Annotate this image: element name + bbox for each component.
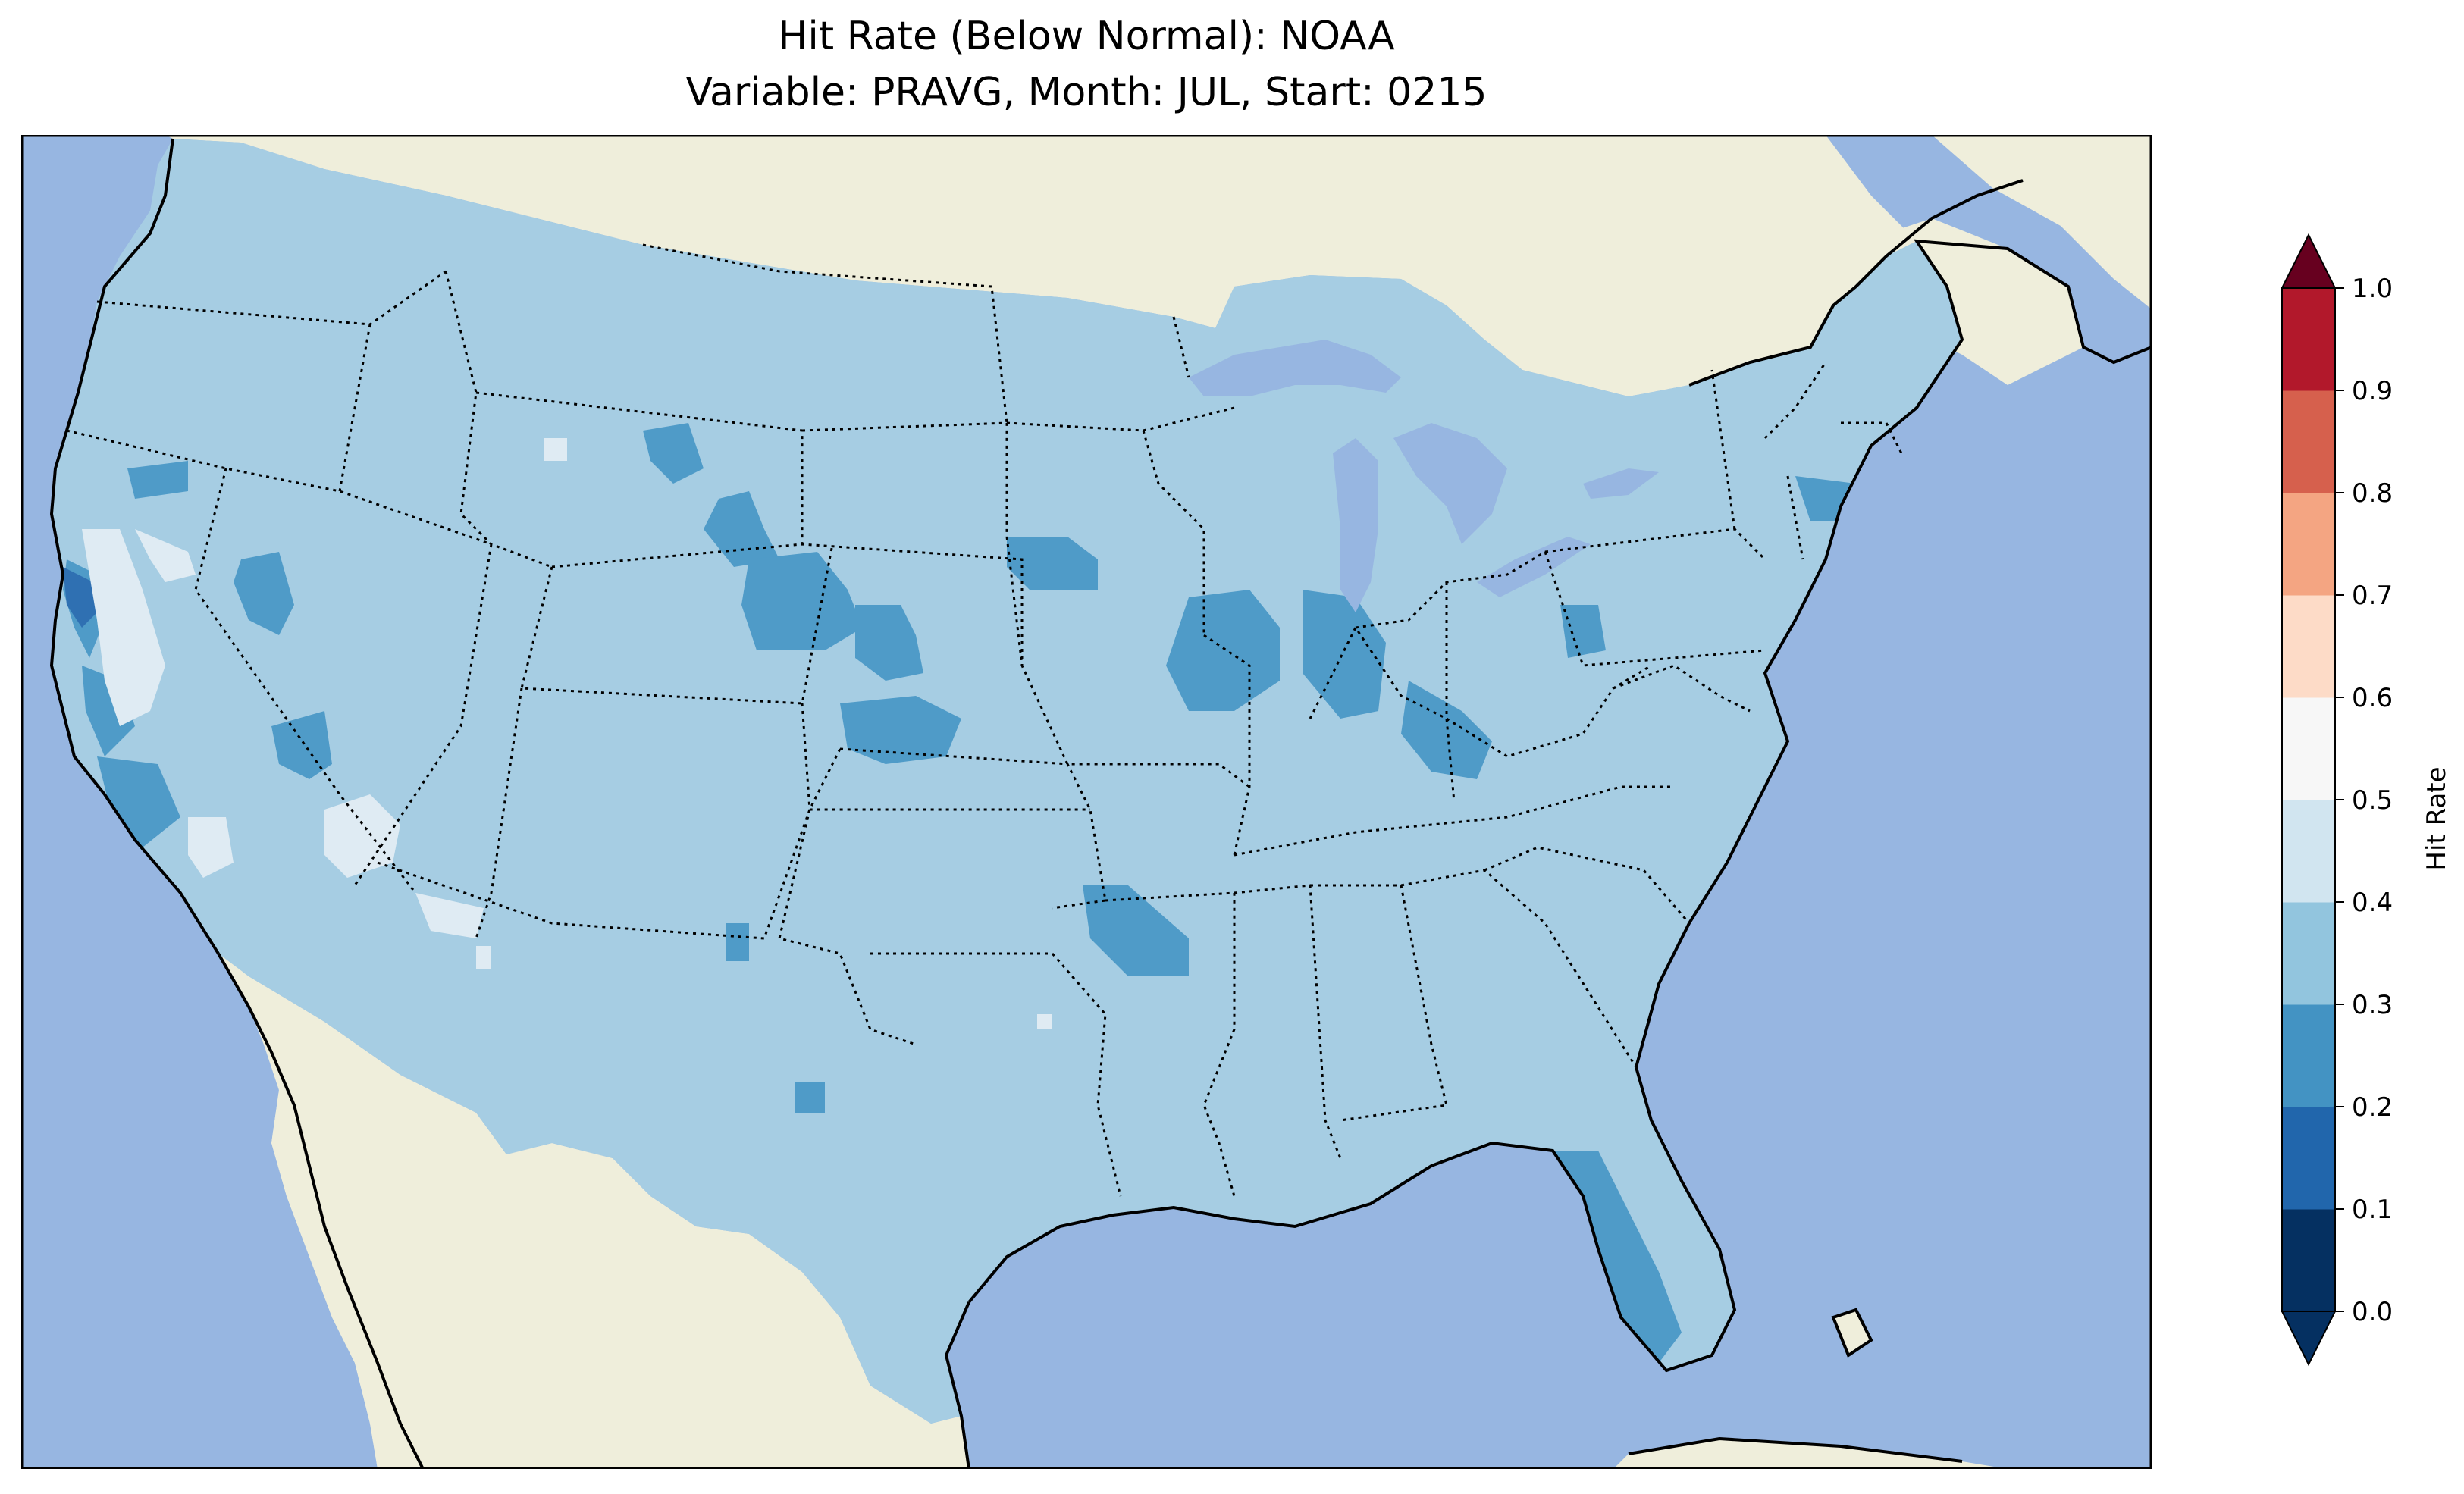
colorbar-tick-label: 0.9 — [2352, 376, 2393, 406]
colorbar-bin — [2282, 1004, 2335, 1107]
us-field-base — [52, 139, 1962, 1424]
colorbar-tick-label: 0.0 — [2352, 1297, 2393, 1327]
lake-ontario — [1583, 468, 1659, 499]
hit-rate-patch-higher — [1037, 1014, 1052, 1029]
map-title: Hit Rate (Below Normal): NOAA — [778, 14, 1395, 59]
colorbar-bins — [2281, 233, 2337, 1367]
texas-coast — [944, 1301, 970, 1469]
map-subtitle: Variable: PRAVG, Month: JUL, Start: 0215 — [685, 70, 1487, 115]
colorbar-bin — [2282, 800, 2335, 903]
lake-huron — [1393, 423, 1507, 544]
hit-rate-patch-lower — [234, 552, 294, 635]
colorbar: 0.0 0.1 0.2 0.3 0.4 0.5 0.6 0.7 0.8 0.9 1.0 Hit Ra… — [2281, 233, 2452, 1367]
colorbar-label: Hit Rate — [2422, 766, 2452, 870]
hit-rate-patch-lower — [840, 696, 961, 764]
lake-erie — [1477, 537, 1591, 597]
east-coast — [1635, 239, 2152, 1068]
hit-rate-patch-lower — [1083, 885, 1189, 976]
hit-rate-patch-higher — [544, 438, 567, 461]
colorbar-over-arrow — [2281, 233, 2337, 289]
baja-coast — [217, 953, 425, 1469]
hit-rate-patch-lower — [1166, 590, 1280, 711]
hit-rate-patch-lowest — [63, 567, 97, 628]
hit-rate-patch-lower — [704, 491, 779, 567]
colorbar-bin — [2282, 1209, 2335, 1312]
conus-map — [21, 135, 2152, 1469]
hit-rate-patch-lower — [795, 1082, 825, 1113]
colorbar-bin — [2282, 595, 2335, 698]
canada-land-south — [165, 135, 1917, 396]
st-lawrence — [1688, 179, 2024, 387]
hit-rate-patch-lower — [127, 461, 188, 499]
hit-rate-patch-higher — [188, 817, 234, 878]
hit-rate-patch-higher — [476, 946, 491, 969]
hit-rate-patch-lower — [741, 552, 863, 650]
hit-rate-patch-lower — [726, 923, 749, 961]
hit-rate-patch-lower — [855, 605, 923, 681]
colorbar-bin — [2282, 390, 2335, 493]
lake-superior — [1189, 340, 1401, 396]
colorbar-tick-label: 0.7 — [2352, 581, 2393, 611]
colorbar-bin — [2282, 1107, 2335, 1210]
colorbar-tick-label: 1.0 — [2352, 274, 2393, 304]
hit-rate-patch-higher — [135, 529, 196, 582]
colorbar-tick-label: 0.2 — [2352, 1092, 2393, 1123]
hit-rate-patch-higher — [324, 794, 400, 878]
colorbar-tick-label: 0.8 — [2352, 478, 2393, 509]
hit-rate-patch-lower — [1007, 537, 1098, 590]
colorbar-bin — [2282, 697, 2335, 800]
colorbar-under-arrow — [2281, 1311, 2337, 1367]
hit-rate-patch-lower — [643, 423, 704, 484]
hit-rate-patch-lower — [1303, 590, 1386, 719]
great-lakes — [1189, 340, 1659, 612]
hit-rate-patch-lower — [1560, 605, 1606, 658]
colorbar-bin — [2282, 288, 2335, 391]
bahamas-coast — [1831, 1308, 1873, 1358]
cuba-coast — [1628, 1436, 1963, 1463]
colorbar-bin — [2282, 493, 2335, 596]
colorbar-ticks: 0.0 0.1 0.2 0.3 0.4 0.5 0.6 0.7 0.8 0.9 1.0 — [2335, 274, 2393, 1327]
cuba-land — [1613, 1439, 2008, 1469]
colorbar-tick-label: 0.4 — [2352, 888, 2393, 918]
state-borders — [66, 243, 1903, 1197]
mexico-land — [218, 954, 969, 1469]
hit-rate-field — [52, 139, 1962, 1424]
coastlines — [49, 138, 2152, 1469]
hit-rate-patch-lower — [1401, 681, 1492, 779]
hit-rate-patch-lower — [97, 756, 180, 847]
gulf-coast — [967, 1066, 1737, 1373]
map-frame — [21, 135, 2152, 1469]
hit-rate-patch-higher — [415, 893, 484, 938]
west-coast — [49, 138, 220, 955]
hit-rate-patch-higher — [82, 529, 165, 726]
colorbar-bin — [2282, 902, 2335, 1005]
colorbar-tick-label: 0.5 — [2352, 785, 2393, 816]
colorbar-tick-label: 0.3 — [2352, 990, 2393, 1020]
colorbar-tick-label: 0.1 — [2352, 1195, 2393, 1225]
lake-michigan — [1333, 438, 1378, 612]
colorbar-tick-label: 0.6 — [2352, 683, 2393, 713]
